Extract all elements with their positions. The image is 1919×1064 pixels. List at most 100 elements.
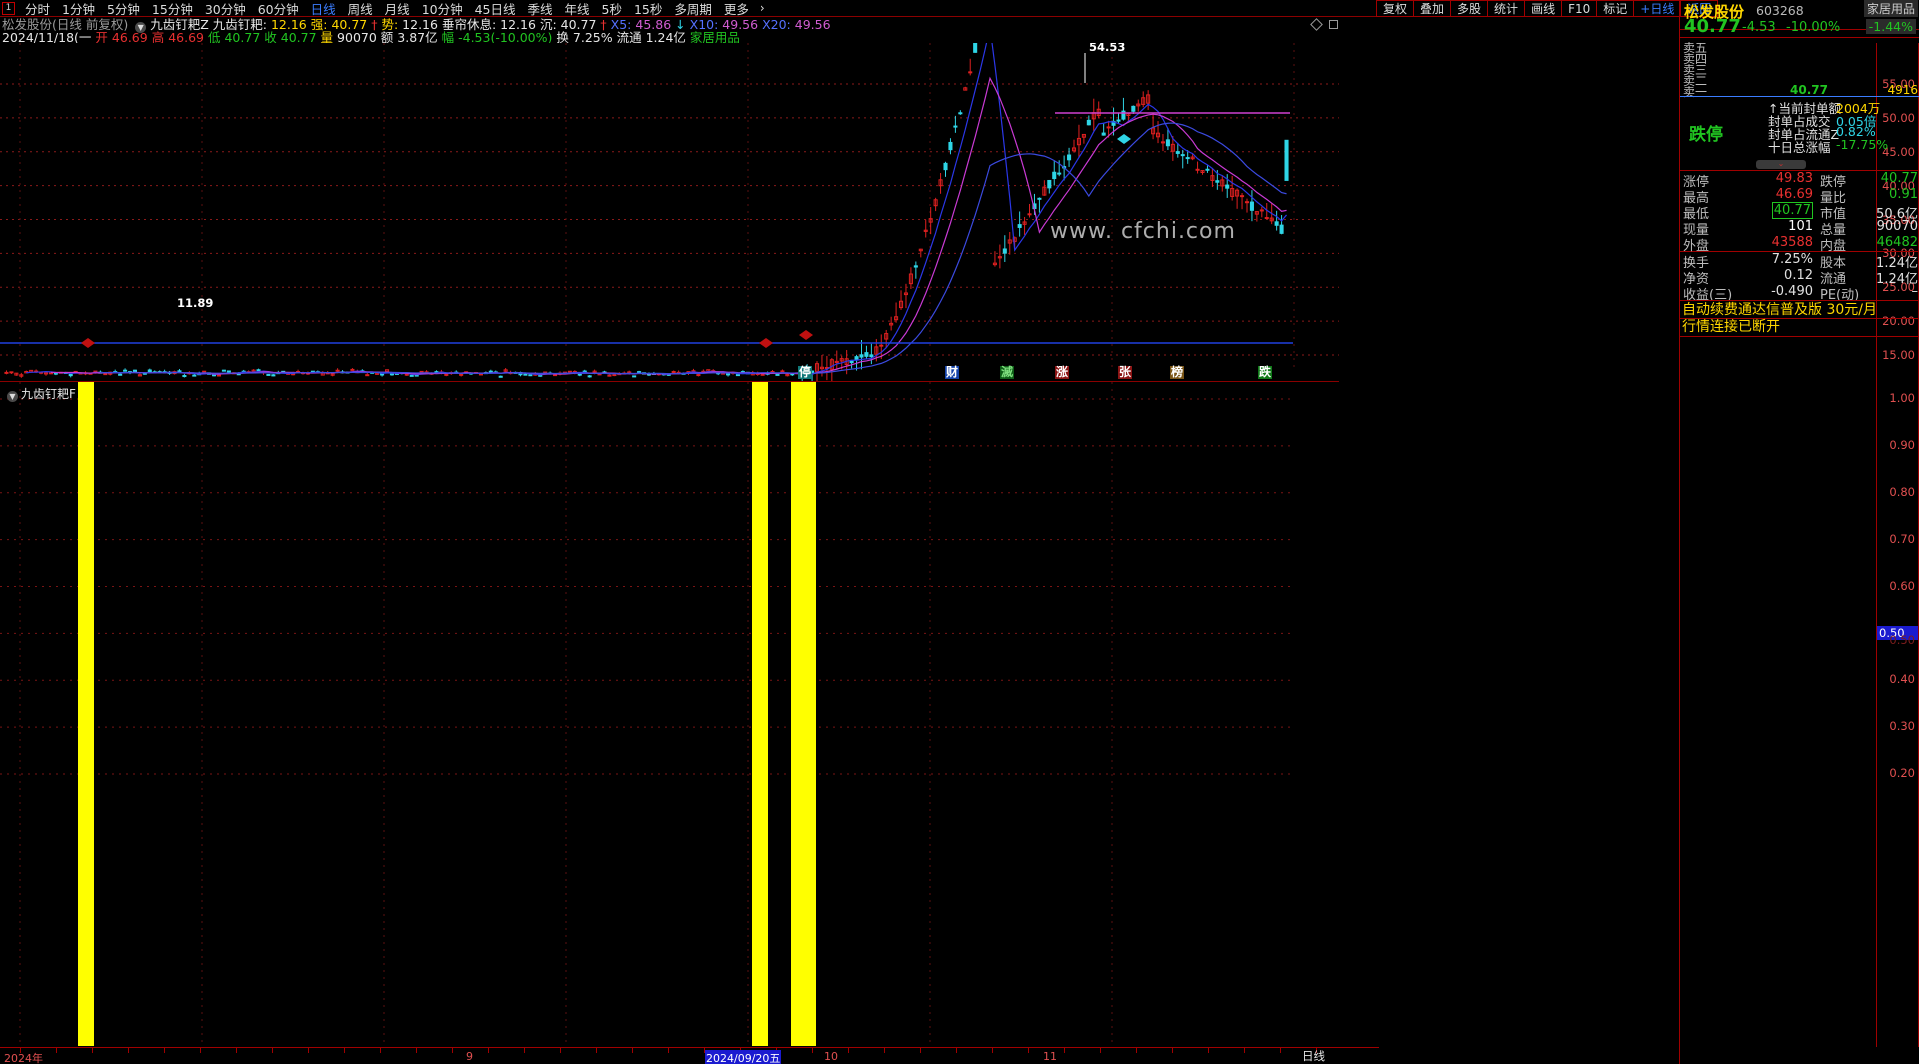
period-tab-13[interactable]: 5秒 (601, 1, 622, 17)
limit-info-value: 0.05倍 (1836, 114, 1877, 129)
quote-stat-row: 净资 0.12 流通 1.24亿 (1680, 268, 1919, 287)
chart-event-marker-2[interactable]: 滅 (1000, 365, 1015, 379)
order-book-row[interactable]: 卖二 (1680, 72, 1919, 88)
period-tab-14[interactable]: 15秒 (633, 1, 663, 17)
period-tab-7[interactable]: 周线 (347, 1, 373, 17)
ind-tick-ghost: 0.50 (1889, 633, 1915, 648)
price-chart-pane[interactable]: www. cfchi.com 54.53 11.89 (0, 43, 1339, 381)
date-axis-label-2[interactable]: 2024/09/20五 (705, 1050, 782, 1064)
period-tab-6[interactable]: 日线 (310, 1, 336, 17)
toolbar-button-1[interactable]: 叠加 (1413, 0, 1451, 17)
down-arrow-icon: ↓ (675, 17, 686, 32)
header-stock-title: 松发股份(日线 前复权) (2, 17, 129, 32)
date-axis-label-4[interactable]: 11 (1043, 1050, 1057, 1063)
period-tab-9[interactable]: 10分钟 (421, 1, 463, 17)
period-tab-11[interactable]: 季线 (527, 1, 553, 17)
order-book-row[interactable]: 卖四 (1680, 50, 1919, 66)
indicator-pane[interactable]: ▼ 九齿钉耙F (0, 381, 1339, 1047)
ind-tick-0: 1.00 (1889, 391, 1915, 405)
period-tab-0[interactable]: 分时 (25, 1, 51, 17)
period-tab-15[interactable]: 多周期 (674, 1, 712, 17)
price-axis[interactable]: 55.00 50.00 45.00 40.00 35.00 30.00 25.00 20.00… (1876, 43, 1919, 381)
order-book[interactable]: 卖五 卖四 卖三 卖二 卖一 40.77 4916 (1680, 39, 1919, 99)
connection-status: 行情连接已断开 (1680, 319, 1919, 337)
low-price-label: 11.89 (177, 296, 214, 310)
chevron-down-icon[interactable]: ▼ (135, 22, 147, 33)
up-arrow-icon-2: † (600, 17, 607, 32)
period-more-chevron-icon[interactable]: › (759, 1, 765, 15)
period-tab-5[interactable]: 60分钟 (257, 1, 299, 17)
square-icon[interactable] (1329, 20, 1338, 29)
sector-change: -1.44% (1865, 19, 1916, 34)
chart-event-marker-6[interactable]: 跌 (1258, 365, 1273, 379)
indicator-chevron-icon[interactable]: ▼ (7, 391, 18, 402)
chart-event-marker-3[interactable]: 涨 (1055, 365, 1070, 379)
toolbar-button-6[interactable]: 标记 (1596, 0, 1634, 17)
stat-key-left: 现量 (1683, 223, 1710, 238)
period-toolbar[interactable]: 1 分时 1分钟 5分钟 15分钟 30分钟 60分钟 日线 周线 月线 10分钟 45日线 季线 年线… (0, 0, 1376, 17)
book-level-label: 卖二 (1683, 74, 1708, 88)
period-tab-4[interactable]: 30分钟 (204, 1, 246, 17)
period-tab-3[interactable]: 15分钟 (151, 1, 193, 17)
toolbar-button-0[interactable]: 复权 (1376, 0, 1414, 17)
ind-tick-7: 0.30 (1889, 719, 1915, 734)
chart-event-marker-1[interactable]: 财 (945, 365, 960, 379)
date-axis[interactable]: 2024年 9 2024/09/20五 10 11 (0, 1047, 1339, 1064)
ind-tick-6: 0.40 (1889, 672, 1915, 687)
order-book-row[interactable]: 卖三 (1680, 61, 1919, 77)
qiang-value: 40.77 (331, 17, 368, 32)
toolbar-button-8[interactable]: 返回 (1680, 0, 1719, 17)
price-tick-2: 45.00 (1882, 144, 1915, 159)
toolbar-button-7[interactable]: +日线 (1633, 0, 1681, 17)
chevron-down-icon-panel[interactable]: ⌄ (1756, 160, 1806, 169)
date-tick (1208, 1048, 1209, 1053)
stat-value-left: 0.12 (1784, 268, 1813, 283)
stat-value-left: 43588 (1771, 235, 1813, 250)
period-tab-8[interactable]: 月线 (384, 1, 410, 17)
order-book-row[interactable]: 卖五 (1680, 39, 1919, 55)
indicator-axis[interactable]: 1.00 0.90 0.80 0.70 0.60 0.40 0.30 0.20 0.50 0.50 (1876, 381, 1919, 1047)
date-tick (992, 1048, 993, 1053)
sector-badge[interactable]: 家居用品 (1863, 0, 1918, 17)
window-box-icon[interactable]: 1 (2, 1, 15, 15)
toolbar-button-4[interactable]: 画线 (1524, 0, 1562, 17)
ad-price: 30元/月 (1826, 302, 1877, 318)
date-tick (920, 1048, 921, 1053)
subscription-ad[interactable]: 自动续费通达信普及版 30元/月 (1680, 300, 1919, 319)
top-toolbar[interactable]: 复权 叠加 多股 统计 画线 F10 标记 +日线 返回 (1376, 0, 1719, 17)
low-key: 低 (207, 30, 221, 45)
chart-event-marker-0[interactable]: 停 (798, 365, 813, 379)
chart-event-marker-5[interactable]: 榜 (1170, 365, 1185, 379)
date-axis-label-0[interactable]: 2024年 (4, 1052, 43, 1064)
chart-event-marker-4[interactable]: 张 (1118, 365, 1133, 379)
toolbar-button-3[interactable]: 统计 (1487, 0, 1525, 17)
collapse-bar[interactable]: ⌄ (1680, 160, 1919, 170)
stat-value-right: 0.91 (1889, 187, 1918, 202)
date-axis-label-3[interactable]: 10 (824, 1050, 838, 1063)
float-value: 1.24亿 (645, 30, 686, 45)
up-arrow-icon-1: † (371, 17, 378, 32)
toolbar-button-5[interactable]: F10 (1561, 0, 1597, 17)
float-key: 流通 (616, 30, 642, 45)
period-tab-10[interactable]: 45日线 (474, 1, 516, 17)
period-tab-16[interactable]: 更多 (723, 1, 749, 17)
ad-label: 自动续费通达信普及版 (1682, 302, 1822, 318)
indicator-chart-canvas (0, 382, 1293, 1047)
limit-info-row: 封单占流通Z 0.82% (1680, 124, 1919, 142)
date-axis-label-1[interactable]: 9 (466, 1050, 473, 1063)
stat-key-left: 最低 (1683, 207, 1710, 222)
date-tick (884, 1048, 885, 1053)
stat-key-left: 涨停 (1683, 175, 1710, 190)
period-tab-2[interactable]: 5分钟 (106, 1, 140, 17)
order-book-row[interactable]: 卖一 40.77 4916 (1680, 83, 1919, 99)
quote-name-row: 松发股份 603268 家居用品 (1680, 0, 1919, 30)
toolbar-button-2[interactable]: 多股 (1450, 0, 1488, 17)
date-tick (1316, 1048, 1317, 1053)
period-tab-1[interactable]: 1分钟 (62, 1, 95, 17)
sector-badge-name: 家居用品 (1866, 2, 1915, 16)
limit-status-tag: 跌停 (1689, 125, 1723, 145)
period-tab-12[interactable]: 年线 (564, 1, 590, 17)
limit-down-block: 跌停 ↑当前封单额 2004万 封单占成交 0.05倍 封单占流通Z 0.82% 十日总涨幅… (1680, 98, 1919, 160)
limit-info-row: 封单占成交 0.05倍 (1680, 111, 1919, 129)
stat-key-left: 外盘 (1683, 239, 1710, 254)
